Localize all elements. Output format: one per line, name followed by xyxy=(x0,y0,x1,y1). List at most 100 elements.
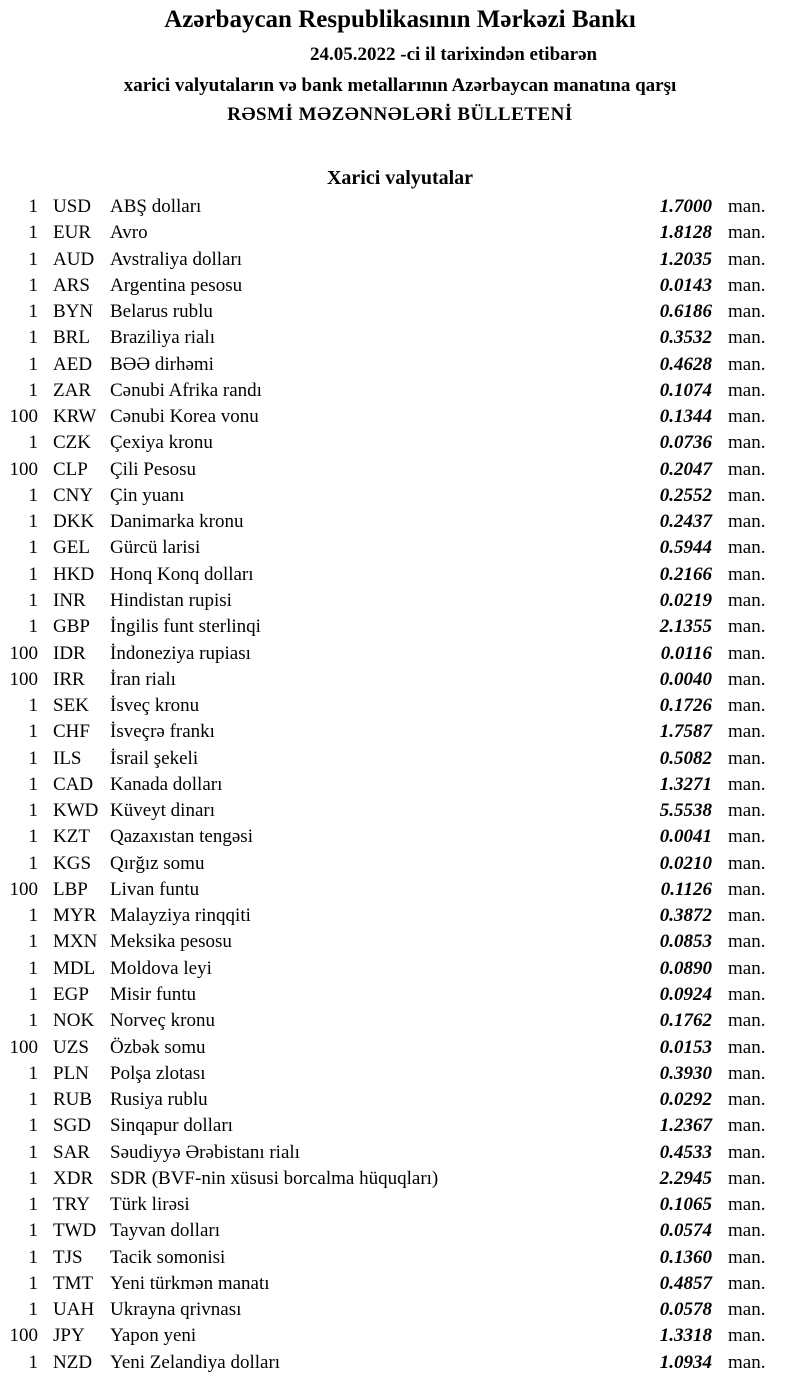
rate-value: 0.0219 xyxy=(659,589,712,611)
currency-code: UAH xyxy=(53,1299,95,1321)
currency-code: INR xyxy=(53,589,86,611)
rate-row-aud: 1 AUD Avstraliya dolları 1.2035 man. xyxy=(0,247,800,273)
currency-name: Malayziya rinqqiti xyxy=(110,905,251,927)
currency-code: JPY xyxy=(53,1325,85,1347)
currency-name: Yeni türkmən manatı xyxy=(110,1272,270,1294)
unit-label: man. xyxy=(728,1246,766,1268)
rate-value: 0.1762 xyxy=(659,1010,712,1032)
currency-name: Hindistan rupisi xyxy=(110,589,232,611)
amount: 1 xyxy=(28,484,39,506)
amount: 1 xyxy=(28,721,39,743)
unit-label: man. xyxy=(728,1272,766,1294)
rate-row-gel: 1 GEL Gürcü larisi 0.5944 man. xyxy=(0,535,800,561)
unit-label: man. xyxy=(728,432,766,454)
unit-label: man. xyxy=(728,1325,766,1347)
currency-code: KZT xyxy=(53,826,90,848)
rate-row-sar: 1 SAR Səudiyyə Ərəbistanı rialı 0.4533 man. xyxy=(0,1140,800,1166)
rate-value: 2.2945 xyxy=(659,1167,712,1189)
rate-value: 0.6186 xyxy=(659,301,712,323)
currency-name: Honq Konq dolları xyxy=(110,563,254,585)
currency-name: Livan funtu xyxy=(110,878,200,900)
unit-label: man. xyxy=(728,353,766,375)
rate-row-cny: 1 CNY Çin yuanı 0.2552 man. xyxy=(0,483,800,509)
rate-value: 0.0116 xyxy=(660,642,712,664)
currency-code: IRR xyxy=(53,668,85,690)
rate-value: 0.0041 xyxy=(659,826,712,848)
unit-label: man. xyxy=(728,1062,766,1084)
unit-label: man. xyxy=(728,668,766,690)
currency-code: ILS xyxy=(53,747,82,769)
currency-name: Küveyt dinarı xyxy=(110,800,216,822)
currency-code: NOK xyxy=(53,1010,95,1032)
unit-label: man. xyxy=(728,511,766,533)
rate-value: 2.1355 xyxy=(659,616,712,638)
amount: 1 xyxy=(28,1351,39,1373)
section-title: Xarici valyutalar xyxy=(326,167,474,189)
unit-label: man. xyxy=(728,852,766,874)
rate-row-hkd: 1 HKD Honq Konq dolları 0.2166 man. xyxy=(0,562,800,588)
currency-name: Qırğız somu xyxy=(110,852,205,874)
rate-value: 0.2552 xyxy=(659,484,712,506)
amount: 1 xyxy=(28,196,39,217)
amount: 1 xyxy=(28,905,39,927)
currency-name: Cənubi Afrika randı xyxy=(110,379,262,401)
currency-name: Özbək somu xyxy=(110,1036,206,1058)
currency-name: Ukrayna qrivnası xyxy=(110,1299,242,1321)
rate-value: 0.2437 xyxy=(659,511,712,533)
currency-name: Moldova leyi xyxy=(110,957,212,979)
amount: 1 xyxy=(28,747,39,769)
rate-value: 1.0934 xyxy=(659,1351,712,1373)
rate-value: 0.1126 xyxy=(660,878,712,900)
rate-row-gbp: 1 GBP İngilis funt sterlinqi 2.1355 man. xyxy=(0,614,800,640)
currency-code: BYN xyxy=(53,301,94,323)
rate-value: 0.0153 xyxy=(659,1036,712,1058)
bulletin-subtitle: xarici valyutaların və bank metallarının… xyxy=(123,75,677,96)
amount: 1 xyxy=(28,222,39,244)
amount: 1 xyxy=(28,616,39,638)
rate-row-clp: 100 CLP Çili Pesosu 0.2047 man. xyxy=(0,457,800,483)
unit-label: man. xyxy=(728,301,766,323)
rate-row-sgd: 1 SGD Sinqapur dolları 1.2367 man. xyxy=(0,1113,800,1139)
rate-row-ils: 1 ILS İsrail şekeli 0.5082 man. xyxy=(0,746,800,772)
currency-name: Rusiya rublu xyxy=(110,1089,208,1111)
currency-code: SAR xyxy=(53,1141,90,1163)
unit-label: man. xyxy=(728,773,766,795)
rate-value: 0.0890 xyxy=(659,957,712,979)
currency-code: SEK xyxy=(53,695,89,717)
rate-row-irr: 100 IRR İran rialı 0.0040 man. xyxy=(0,667,800,693)
rate-value: 0.1074 xyxy=(659,379,712,401)
amount: 1 xyxy=(28,1141,39,1163)
currency-name: SDR (BVF-nin xüsusi borcalma hüquqları) xyxy=(110,1167,439,1189)
rate-row-brl: 1 BRL Braziliya rialı 0.3532 man. xyxy=(0,325,800,351)
currency-code: CZK xyxy=(53,432,91,454)
rate-row-mdl: 1 MDL Moldova leyi 0.0890 man. xyxy=(0,956,800,982)
currency-name: Yapon yeni xyxy=(110,1325,197,1347)
unit-label: man. xyxy=(728,589,766,611)
currency-code: KGS xyxy=(53,852,92,874)
unit-label: man. xyxy=(728,484,766,506)
currency-code: XDR xyxy=(53,1167,94,1189)
rate-row-aed: 1 AED BƏƏ dirhəmi 0.4628 man. xyxy=(0,352,800,378)
rate-row-twd: 1 TWD Tayvan dolları 0.0574 man. xyxy=(0,1218,800,1244)
rate-row-myr: 1 MYR Malayziya rinqqiti 0.3872 man. xyxy=(0,903,800,929)
rate-value: 1.3271 xyxy=(659,773,712,795)
currency-code: TJS xyxy=(53,1246,83,1268)
unit-label: man. xyxy=(728,878,766,900)
rate-value: 0.1065 xyxy=(659,1194,712,1216)
rate-value: 0.0924 xyxy=(659,983,712,1005)
currency-name: Avro xyxy=(110,222,148,244)
rate-row-uah: 1 UAH Ukrayna qrivnası 0.0578 man. xyxy=(0,1297,800,1323)
rate-value: 1.8128 xyxy=(659,222,712,244)
currency-code: ZAR xyxy=(53,379,91,401)
rate-value: 0.3872 xyxy=(659,905,712,927)
rate-row-dkk: 1 DKK Danimarka kronu 0.2437 man. xyxy=(0,509,800,535)
rate-row-inr: 1 INR Hindistan rupisi 0.0219 man. xyxy=(0,588,800,614)
currency-name: Danimarka kronu xyxy=(110,511,244,533)
unit-label: man. xyxy=(728,747,766,769)
rate-row-xdr: 1 XDR SDR (BVF-nin xüsusi borcalma hüquqla… xyxy=(0,1166,800,1192)
amount: 1 xyxy=(28,379,39,401)
amount: 1 xyxy=(28,432,39,454)
unit-label: man. xyxy=(728,1036,766,1058)
rate-row-pln: 1 PLN Polşa zlotası 0.3930 man. xyxy=(0,1061,800,1087)
unit-label: man. xyxy=(728,616,766,638)
